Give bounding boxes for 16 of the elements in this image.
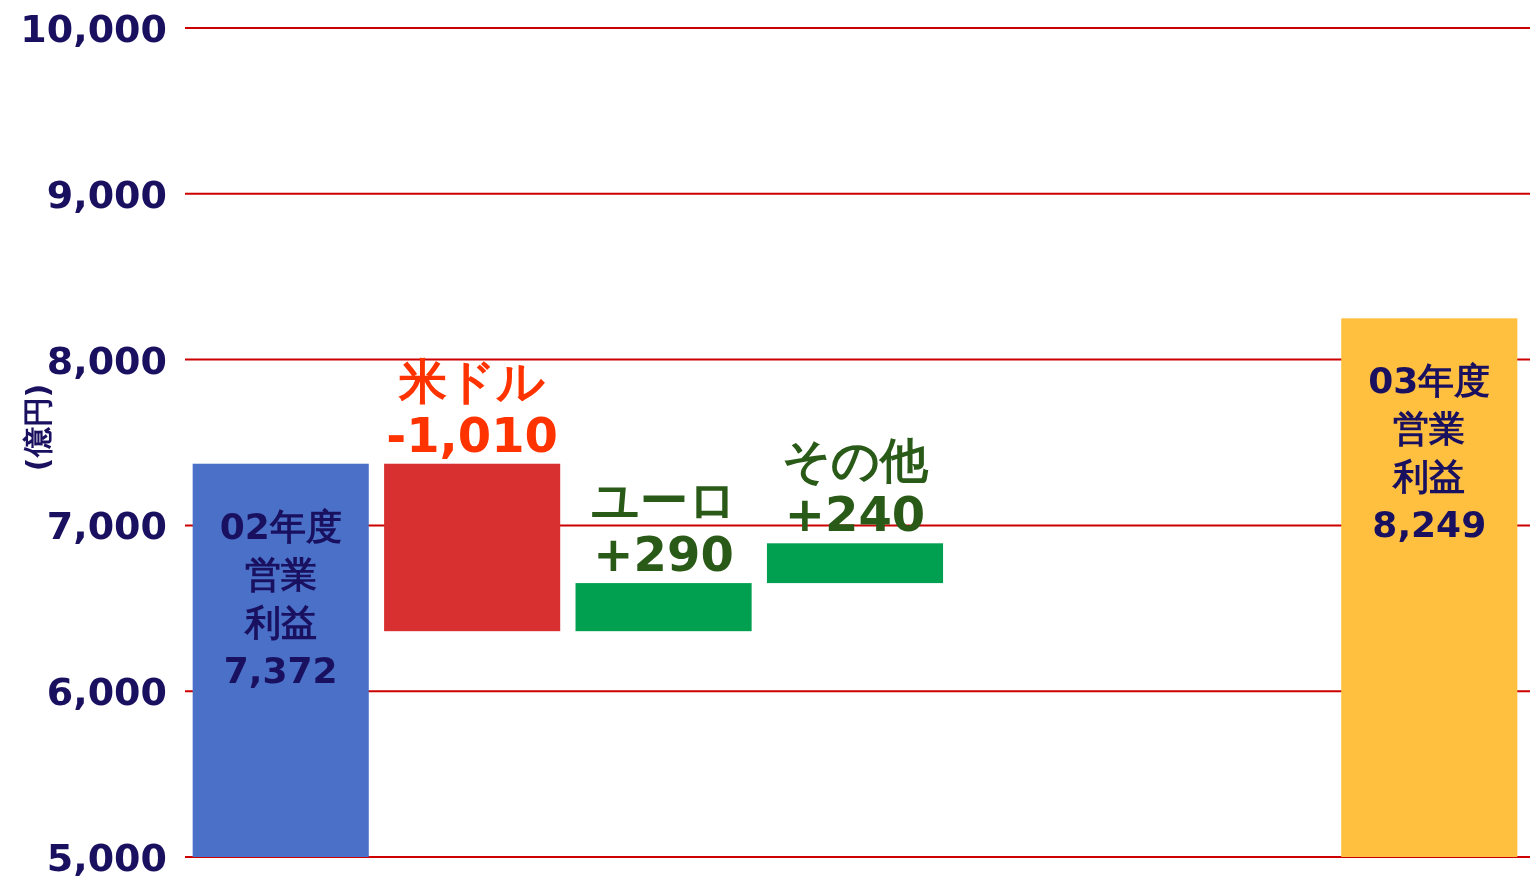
y-tick-label: 8,000 [46, 338, 167, 383]
x-tick-label: 03年度営業利益 [1368, 360, 1491, 498]
y-tick-label: 9,000 [46, 172, 167, 217]
y-tick-label: 10,000 [20, 7, 167, 51]
data-label: -1,010 [386, 406, 559, 463]
x-tick-label: 米ドル [398, 352, 546, 409]
data-label: 8,249 [1372, 504, 1487, 546]
y-axis-title: (億円) [20, 383, 55, 472]
data-label: 7,372 [223, 649, 338, 691]
data-label: +290 [593, 526, 734, 583]
x-tick-label: 02年度営業利益 [219, 505, 342, 643]
y-tick-label: 7,000 [46, 504, 167, 549]
y-tick-label: 6,000 [46, 670, 167, 715]
x-tick-label: その他 [782, 432, 929, 489]
x-tick-label: ユーロ [590, 472, 737, 529]
y-tick-label: 5,000 [46, 836, 167, 880]
